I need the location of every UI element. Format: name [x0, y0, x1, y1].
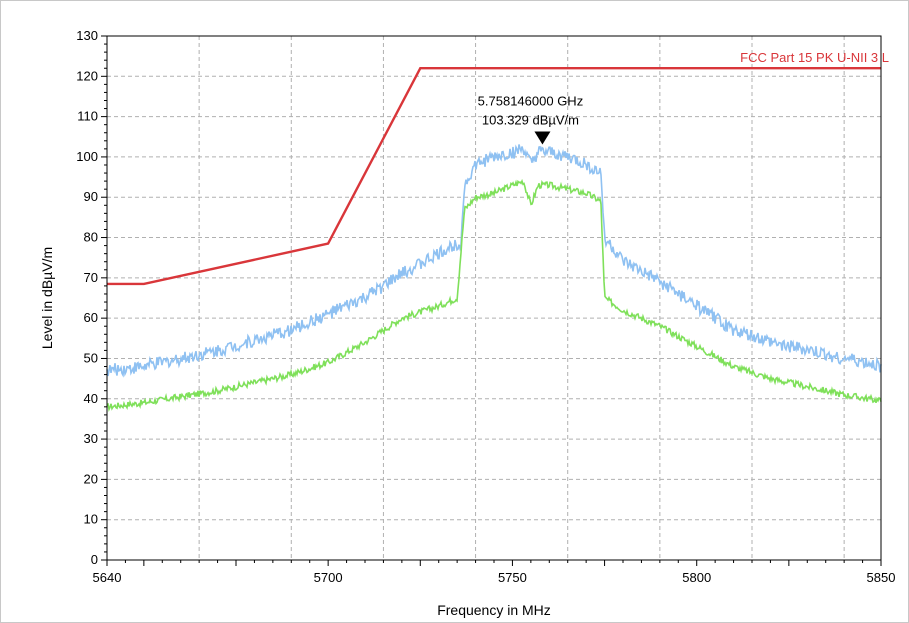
x-tick-label: 5700 [314, 570, 343, 585]
y-tick-label: 60 [84, 310, 98, 325]
y-tick-label: 50 [84, 350, 98, 365]
x-tick-label: 5750 [498, 570, 527, 585]
x-tick-label: 5850 [867, 570, 896, 585]
limit-line-label: FCC Part 15 PK U-NII 3 L [740, 50, 889, 65]
peak-marker-level: 103.329 dBµV/m [482, 113, 579, 128]
y-tick-label: 30 [84, 431, 98, 446]
peak-marker-frequency: 5.758146000 GHz [478, 94, 584, 109]
axis-ticks: 0 10 20 30 40 50 60 70 80 90 100 110 120 130 5640 5700 5… [76, 28, 895, 585]
y-tick-label: 90 [84, 189, 98, 204]
average-trace [106, 178, 882, 413]
y-tick-label: 70 [84, 270, 98, 285]
y-axis-title: Level in dBµV/m [39, 247, 55, 349]
peak-marker-triangle [534, 131, 551, 145]
grid [107, 36, 881, 560]
series-layer [106, 67, 882, 413]
y-tick-label: 130 [76, 28, 98, 43]
limit-line [107, 67, 881, 286]
x-tick-label: 5640 [93, 570, 122, 585]
y-tick-label: 0 [91, 552, 98, 567]
y-tick-label: 40 [84, 391, 98, 406]
y-tick-label: 120 [76, 68, 98, 83]
x-tick-label: 5800 [682, 570, 711, 585]
peak-marker: 5.758146000 GHz 103.329 dBµV/m [478, 94, 584, 145]
y-tick-label: 20 [84, 471, 98, 486]
x-axis-title: Frequency in MHz [437, 602, 551, 618]
y-tick-label: 10 [84, 512, 98, 527]
y-tick-label: 100 [76, 149, 98, 164]
y-tick-label: 110 [77, 109, 98, 124]
y-tick-label: 80 [84, 230, 98, 245]
peak-trace [106, 144, 882, 378]
